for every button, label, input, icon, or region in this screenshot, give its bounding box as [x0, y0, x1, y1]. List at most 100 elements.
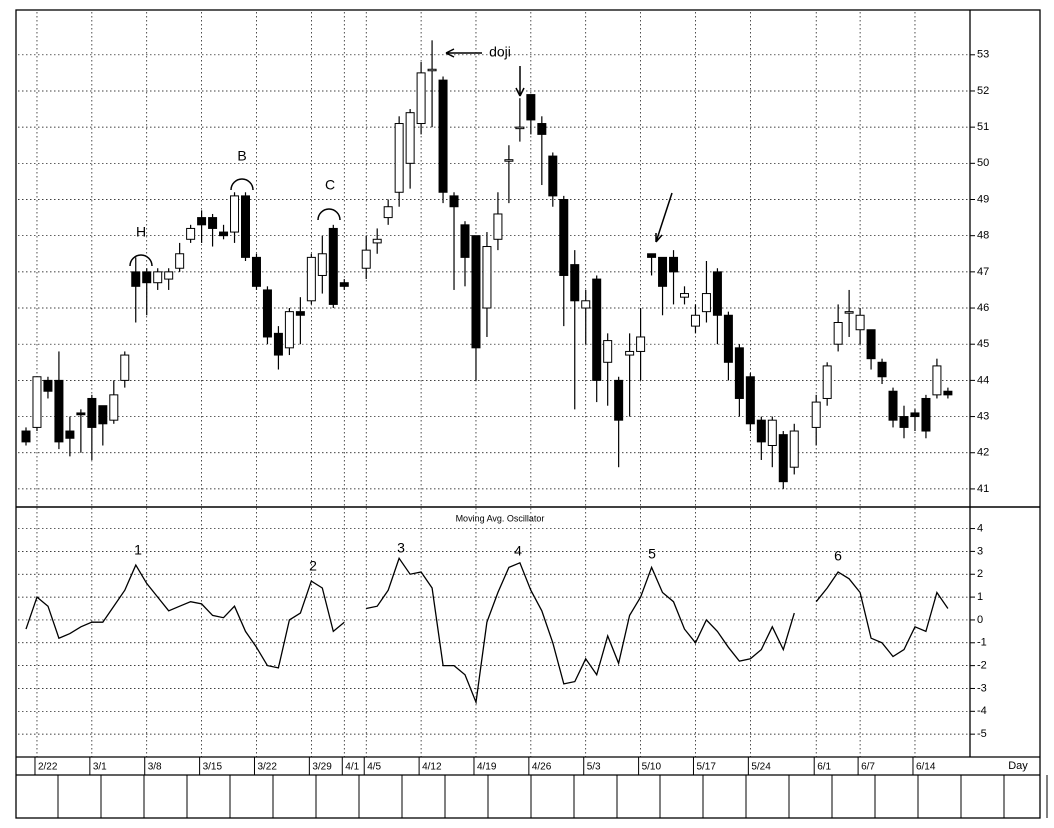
- x-tick-label: 5/24: [751, 762, 771, 773]
- y-tick-label: -3: [977, 682, 987, 694]
- x-tick-label: 3/1: [93, 762, 107, 773]
- x-tick-label: 4/19: [477, 762, 497, 773]
- annotation: doji: [489, 44, 511, 60]
- candle-body: [438, 79, 448, 193]
- annotation: 2: [309, 558, 317, 574]
- x-tick-label: 4/1: [345, 762, 359, 773]
- y-tick-label: 46: [977, 302, 989, 314]
- candle-body: [888, 390, 898, 421]
- candle-body: [778, 434, 788, 483]
- doji-arrow: [445, 48, 482, 58]
- x-tick-label: 4/26: [532, 762, 552, 773]
- candle-body: [526, 94, 536, 121]
- y-tick-label: 2: [977, 568, 983, 580]
- candle-body: [734, 347, 744, 399]
- candle-body: [723, 314, 733, 363]
- annotation: 4: [514, 543, 522, 559]
- y-tick-label: 4: [977, 522, 983, 534]
- candle-body: [811, 401, 821, 428]
- arc: [129, 254, 153, 267]
- candle-body: [109, 394, 119, 421]
- candle-body: [745, 376, 755, 425]
- candle-body: [98, 405, 108, 425]
- y-tick-label: 48: [977, 230, 989, 242]
- candle-body: [636, 336, 646, 352]
- candle-body: [153, 271, 163, 284]
- y-tick-label: -2: [977, 660, 987, 672]
- candle-body: [76, 412, 86, 416]
- x-axis-label: Day: [1008, 760, 1028, 772]
- x-tick-label: 3/29: [312, 762, 332, 773]
- x-tick-label: 2/22: [38, 762, 58, 773]
- y-tick-label: 3: [977, 545, 983, 557]
- candle-body: [592, 278, 602, 381]
- y-tick-label: 44: [977, 374, 989, 386]
- panel-title: Moving Avg. Oscillator: [456, 513, 545, 523]
- y-tick-label: 0: [977, 614, 983, 626]
- candle-body: [877, 361, 887, 378]
- candle-body: [515, 126, 525, 130]
- candle-body: [21, 430, 31, 443]
- candle-body: [690, 314, 700, 327]
- candle-body: [427, 68, 437, 72]
- y-tick-label: -5: [977, 728, 987, 740]
- candle-body: [899, 416, 909, 428]
- candle-body: [251, 256, 261, 287]
- x-tick-label: 3/22: [257, 762, 277, 773]
- candle-body: [647, 253, 657, 258]
- bottom-cells: [57, 775, 1048, 818]
- candle-body: [383, 206, 393, 219]
- x-tick-label: 6/7: [861, 762, 875, 773]
- candle-body: [559, 199, 569, 276]
- candle-body: [669, 256, 679, 273]
- candle-body: [219, 231, 229, 237]
- candle-body: [537, 123, 547, 135]
- y-tick-label: 43: [977, 410, 989, 422]
- candle-body: [789, 430, 799, 468]
- candle-body: [339, 282, 349, 287]
- candle-body: [273, 332, 283, 356]
- candle-body: [87, 397, 97, 428]
- y-tick-label: 42: [977, 447, 989, 459]
- candle-body: [932, 365, 942, 396]
- candle-body: [131, 271, 141, 287]
- candle-body: [175, 253, 185, 269]
- candle-body: [910, 412, 920, 418]
- candle-body: [712, 271, 722, 316]
- candle-body: [230, 195, 240, 233]
- arc: [317, 208, 341, 221]
- y-tick-label: -1: [977, 637, 987, 649]
- annotation: 3: [397, 540, 405, 556]
- candle-body: [581, 300, 591, 309]
- candle-body: [680, 293, 689, 298]
- candle-body: [372, 238, 382, 244]
- candle-body: [943, 390, 953, 396]
- x-tick-label: 5/17: [696, 762, 716, 773]
- candle-body: [658, 256, 668, 287]
- candle-body: [361, 249, 371, 269]
- candle-body: [120, 354, 130, 381]
- candle-body: [262, 289, 272, 338]
- y-tick-label: 51: [977, 121, 989, 133]
- y-tick-label: 45: [977, 338, 989, 350]
- candle-body: [449, 195, 459, 208]
- y-tick-label: -4: [977, 705, 987, 717]
- annotation: C: [325, 177, 335, 193]
- candle-body: [756, 419, 766, 443]
- candle-body: [317, 253, 327, 276]
- candle-body: [43, 379, 53, 392]
- candle-body: [822, 365, 832, 399]
- y-tick-label: 53: [977, 49, 989, 61]
- candle-body: [186, 227, 196, 240]
- annotation: B: [237, 148, 246, 164]
- y-tick-label: 1: [977, 591, 983, 603]
- y-tick-label: 49: [977, 193, 989, 205]
- x-tick-label: 5/10: [642, 762, 662, 773]
- x-tick-label: 5/3: [587, 762, 601, 773]
- x-tick-label: 6/14: [916, 762, 936, 773]
- arrow: [515, 66, 525, 97]
- oscillator-line: [25, 556, 949, 705]
- y-tick-label: 41: [977, 483, 989, 495]
- candle-body: [614, 379, 624, 421]
- candle-body: [208, 217, 218, 229]
